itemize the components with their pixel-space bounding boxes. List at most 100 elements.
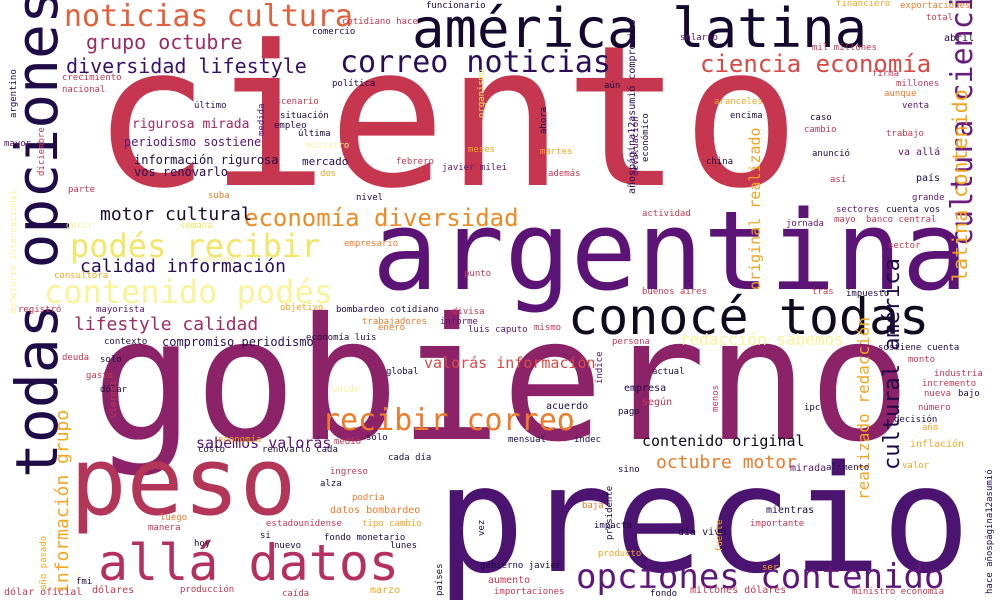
word: dólares — [92, 585, 135, 596]
word: dos — [320, 169, 337, 179]
word: mayor — [4, 139, 32, 149]
word: mirada va — [790, 463, 845, 474]
word: países — [435, 563, 445, 596]
word: luis caputo — [468, 325, 528, 335]
word: tras — [812, 287, 834, 297]
word: venta — [902, 101, 930, 111]
word: semana — [180, 221, 213, 231]
word: javier milei — [442, 163, 508, 173]
word: año pasado — [39, 535, 49, 590]
word: escenario — [270, 97, 319, 107]
word: aún — [604, 81, 621, 91]
word: aumento — [488, 575, 531, 586]
word: ahora — [539, 106, 549, 134]
word: recibir correo — [322, 403, 575, 438]
word: firma — [872, 69, 900, 79]
word: ipc — [804, 403, 821, 413]
word: empleo — [274, 121, 307, 131]
word: mercado — [302, 155, 349, 168]
word: baja — [582, 501, 604, 511]
word: impacto — [594, 521, 632, 531]
word: decisión — [894, 415, 938, 425]
word: dólar oficial — [4, 587, 83, 598]
word: aunque — [884, 89, 917, 99]
word: opciones contenido — [576, 557, 945, 597]
word: último — [194, 101, 227, 111]
word: ministro — [306, 141, 350, 151]
word: noticias cultura — [64, 0, 353, 34]
word: exportaciones — [900, 1, 971, 11]
word: contenido original — [642, 432, 805, 450]
word: vos renovarlo — [134, 165, 228, 179]
word: hace añospágina12asumió — [985, 469, 995, 594]
word: divisa — [452, 307, 485, 317]
word: objetivo — [280, 303, 324, 313]
word: febrero — [396, 157, 434, 167]
word: global — [386, 367, 419, 377]
word: vez — [477, 519, 487, 536]
word: podés recibir — [70, 227, 321, 265]
word: china — [706, 157, 734, 167]
word: información rigurosa — [134, 153, 279, 167]
word: economía — [218, 435, 262, 445]
word: precio — [436, 434, 971, 600]
word: financiero — [836, 0, 891, 9]
word: crecimiento — [62, 73, 122, 83]
word: salario — [680, 33, 718, 43]
word: así — [830, 175, 847, 185]
word: información grupo — [52, 409, 73, 594]
word: producto — [598, 549, 642, 559]
word: motor cultural — [100, 204, 252, 225]
word: medida — [257, 103, 267, 136]
word: nueva — [924, 389, 952, 399]
word: enero — [378, 323, 406, 333]
word: economía diversidad — [244, 204, 519, 232]
word: estadounidense — [266, 519, 342, 529]
word: incremento — [922, 379, 977, 389]
word: sino — [618, 465, 640, 475]
word: allá datos — [98, 534, 400, 592]
word: mayo — [834, 215, 856, 225]
word: país — [916, 173, 941, 184]
word: aranceles — [714, 97, 763, 107]
word: total — [926, 13, 954, 23]
word: viernes — [109, 380, 119, 418]
word: redacción sabemos — [680, 330, 844, 349]
word: millones dólares — [690, 585, 787, 596]
word: luego — [160, 513, 188, 523]
word: acuerdo — [546, 401, 589, 412]
word: si — [260, 531, 271, 541]
word: buenos aires — [642, 287, 708, 297]
word: caída — [282, 589, 310, 599]
word: registró — [18, 305, 62, 315]
word: cotidiano hace — [342, 17, 418, 27]
word: índice — [595, 351, 605, 384]
word: banco central — [866, 215, 937, 225]
word: solo — [100, 355, 122, 365]
word: caso — [810, 113, 832, 123]
word: parte — [68, 185, 96, 195]
word: diciembre — [37, 127, 47, 176]
word: suba — [208, 191, 230, 201]
word: presidente — [605, 485, 615, 540]
word: argentino — [9, 69, 19, 118]
word: marzo — [370, 585, 401, 596]
word: tipo cambio — [362, 519, 422, 529]
word: dólar — [100, 385, 128, 395]
word: peso — [70, 428, 297, 537]
word: contexto — [104, 337, 148, 347]
word: mismo — [534, 323, 562, 333]
word: nuevo — [274, 541, 302, 551]
word: datos bombardeo — [330, 505, 421, 516]
word: según — [642, 397, 673, 408]
word: sector — [888, 241, 921, 251]
word: nacional — [62, 85, 106, 95]
word: martes — [540, 147, 573, 157]
word: punto — [464, 269, 492, 279]
word: sectores — [836, 205, 880, 215]
word: ciencia economía — [700, 50, 932, 78]
word: va allá — [898, 147, 941, 158]
word: millones — [896, 79, 940, 89]
word: ser — [762, 563, 779, 573]
word: contenido podés — [44, 273, 333, 311]
